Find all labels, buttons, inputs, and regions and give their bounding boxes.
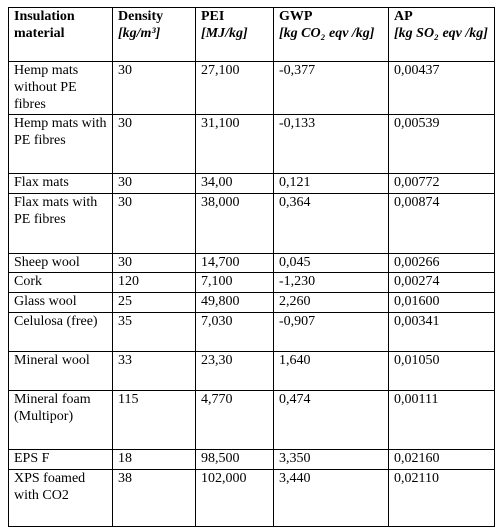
table-cell: 0,00874 [388,193,495,254]
table-cell: 23,30 [195,351,274,391]
table-cell: Mineral wool [8,351,113,391]
table-cell: 0,121 [273,173,389,194]
header-unit: [kg CO₂ eqv /kg] [279,26,375,41]
table-cell: 0,00539 [388,114,495,174]
table-cell: 98,500 [195,449,274,470]
table-cell: 33 [112,351,196,391]
table-row: Mineral wool 33 23,30 1,640 0,01050 [8,351,495,391]
header-cell: Density [kg/m³] [112,7,196,62]
table-cell: 25 [112,292,196,313]
table-row: Hemp mats with PE fibres 30 31,100 -0,133 0,… [8,114,495,174]
table-cell: -0,133 [273,114,389,174]
table-body: Hemp mats without PE fibres 30 27,100 -0,37… [8,61,495,527]
header-cell: AP [kg SO₂ eqv /kg] [388,7,495,62]
table-cell: 0,01050 [388,351,495,391]
header-cell: PEI [MJ/kg] [195,7,274,62]
table-cell: 1,640 [273,351,389,391]
table-cell: -1,230 [273,272,389,293]
table-row: Celulosa (free) 35 7,030 -0,907 0,00341 [8,312,495,352]
data-table: Insulation material Density [kg/m³] PEI [MJ/… [8,7,495,527]
table-cell: 31,100 [195,114,274,174]
table-cell: 3,350 [273,449,389,470]
table-cell: 0,00341 [388,312,495,352]
table-cell: 3,440 [273,469,389,527]
header-name: Density [118,9,164,24]
table-cell: 0,474 [273,390,389,450]
table-cell: 14,700 [195,253,274,273]
header-name: Insulation material [14,9,75,41]
table-cell: Celulosa (free) [8,312,113,352]
header-name: AP [394,9,413,24]
table-cell: 30 [112,114,196,174]
header-cell: GWP [kg CO₂ eqv /kg] [273,7,389,62]
table-row: Sheep wool 30 14,700 0,045 0,00266 [8,253,495,273]
table-row: XPS foamed with CO2 38 102,000 3,440 0,02110 [8,469,495,527]
table-cell: 0,00772 [388,173,495,194]
table-cell: 0,00111 [388,390,495,450]
table-cell: 0,364 [273,193,389,254]
header-unit: [kg/m³] [118,26,161,41]
table-cell: -0,377 [273,61,389,115]
header-row: Insulation material Density [kg/m³] PEI [MJ/… [8,7,495,62]
header-name: PEI [201,9,225,24]
table-cell: 38,000 [195,193,274,254]
table-cell: 0,02110 [388,469,495,527]
table-cell: 0,00274 [388,272,495,293]
table-cell: 115 [112,390,196,450]
table-cell: 0,01600 [388,292,495,313]
table-cell: Hemp mats without PE fibres [8,61,113,115]
table-cell: 0,045 [273,253,389,273]
table-cell: 30 [112,253,196,273]
table-row: Glass wool 25 49,800 2,260 0,01600 [8,292,495,313]
table-cell: 30 [112,193,196,254]
table-cell: 7,100 [195,272,274,293]
table-cell: 0,00266 [388,253,495,273]
table-cell: 30 [112,173,196,194]
table-row: Mineral foam (Multipor) 115 4,770 0,474 0,00… [8,390,495,450]
table-cell: XPS foamed with CO2 [8,469,113,527]
table-cell: Sheep wool [8,253,113,273]
table-row: Flax mats 30 34,00 0,121 0,00772 [8,173,495,194]
table-cell: 4,770 [195,390,274,450]
table-row: Flax mats with PE fibres 30 38,000 0,364 0,0… [8,193,495,254]
table-cell: 30 [112,61,196,115]
table-cell: Glass wool [8,292,113,313]
table-cell: 18 [112,449,196,470]
table-cell: 0,00437 [388,61,495,115]
table-cell: 102,000 [195,469,274,527]
table-cell: Flax mats with PE fibres [8,193,113,254]
table-cell: 38 [112,469,196,527]
table-cell: 34,00 [195,173,274,194]
table-cell: 49,800 [195,292,274,313]
table-cell: 27,100 [195,61,274,115]
table-cell: 120 [112,272,196,293]
header-unit: [MJ/kg] [201,26,248,41]
table-row: Cork 120 7,100 -1,230 0,00274 [8,272,495,293]
table-row: EPS F 18 98,500 3,350 0,02160 [8,449,495,470]
table-cell: 35 [112,312,196,352]
table-cell: 7,030 [195,312,274,352]
table-cell: Mineral foam (Multipor) [8,390,113,450]
header-cell: Insulation material [8,7,113,62]
table-row: Hemp mats without PE fibres 30 27,100 -0,37… [8,61,495,115]
table-cell: Cork [8,272,113,293]
table-cell: Flax mats [8,173,113,194]
table-cell: EPS F [8,449,113,470]
header-unit: [kg SO₂ eqv /kg] [394,26,488,41]
header-name: GWP [279,9,313,24]
table-cell: 0,02160 [388,449,495,470]
table-cell: -0,907 [273,312,389,352]
table-cell: 2,260 [273,292,389,313]
table-cell: Hemp mats with PE fibres [8,114,113,174]
